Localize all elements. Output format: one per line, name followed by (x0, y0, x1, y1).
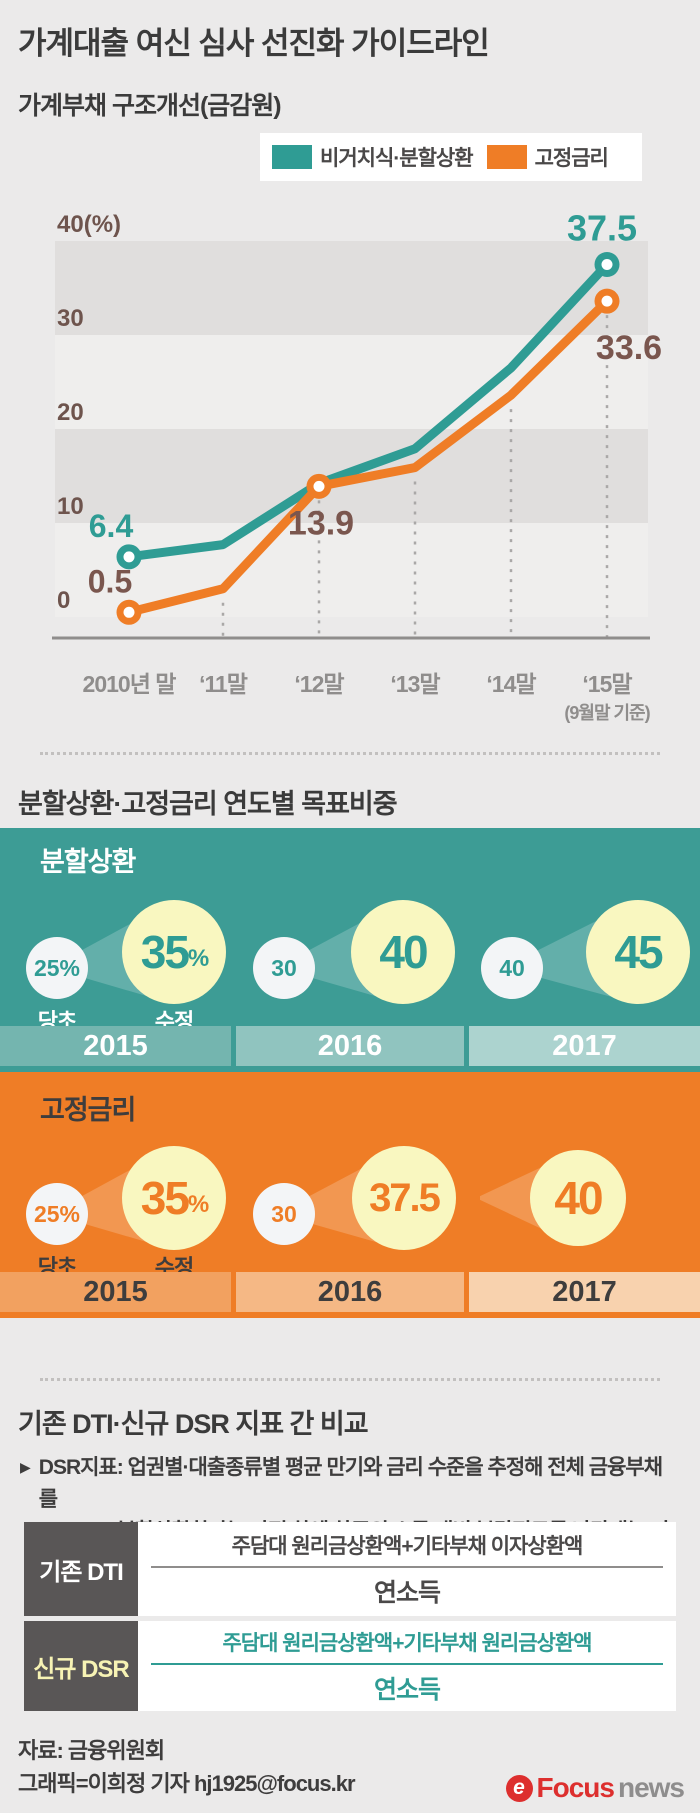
revised-target-circle: 45 (586, 900, 690, 1004)
initial-target-circle: 25% (26, 937, 88, 999)
svg-text:‘12말: ‘12말 (294, 671, 344, 697)
fraction-bar (151, 1662, 663, 1665)
svg-text:30: 30 (57, 305, 84, 332)
line-chart: 40(%) 30 20 10 0 6.4 0.5 13.9 37.5 33.6 2010년 말 ‘11… (0, 175, 700, 735)
initial-target-circle: 25% (26, 1183, 88, 1245)
svg-text:37.5: 37.5 (567, 208, 637, 249)
page-title: 가계대출 여신 심사 선진화 가이드라인 (18, 26, 490, 61)
legend-label: 비거치식·분할상환 (320, 147, 474, 170)
initial-target-circle: 30 (253, 1183, 315, 1245)
revised-target-circle: 35% (122, 1146, 226, 1250)
svg-text:20: 20 (57, 399, 84, 426)
row-label: 신규 DSR (24, 1621, 138, 1711)
panel-installment: 분할상환 25% 35% 30 40 40 45 당초 수정 2015 2016… (0, 828, 700, 1072)
panel-title: 분할상환 (40, 847, 136, 877)
year-segment: 2016 (236, 1026, 464, 1066)
orange-swatch-icon (486, 145, 527, 169)
focus-news-logo: e Focus news (505, 1772, 685, 1804)
section-divider (40, 1378, 660, 1381)
chart-legend: 비거치식·분할상환 고정금리 (260, 133, 642, 181)
chart-title: 가계부채 구조개선(금감원) (18, 92, 282, 120)
logo-brand: Focus (536, 1772, 615, 1803)
row-label: 기존 DTI (24, 1522, 138, 1616)
formula: 주담대 원리금상환액+기타부채 이자상환액 연소득 (138, 1522, 676, 1616)
section-divider (40, 752, 660, 755)
svg-text:(9월말 기준): (9월말 기준) (564, 703, 650, 723)
svg-text:6.4: 6.4 (89, 508, 134, 544)
revised-target-circle: 37.5 (352, 1146, 456, 1250)
revised-target-circle: 40 (530, 1150, 626, 1246)
logo-suffix: news (617, 1772, 685, 1803)
fraction-bar (151, 1565, 663, 1568)
year-segment: 2015 (0, 1272, 231, 1312)
source-text: 자료: 금융위원회 (18, 1738, 165, 1763)
revised-target-circle: 35% (122, 900, 226, 1004)
targets-section-title: 분할상환·고정금리 연도별 목표비중 (18, 789, 398, 819)
svg-text:13.9: 13.9 (288, 504, 354, 542)
svg-text:10: 10 (57, 493, 84, 520)
svg-text:‘15말: ‘15말 (582, 671, 632, 697)
legend-label: 고정금리 (534, 147, 609, 170)
svg-text:‘14말: ‘14말 (486, 671, 536, 697)
year-segment: 2015 (0, 1026, 231, 1066)
table-row-dti: 기존 DTI 주담대 원리금상환액+기타부채 이자상환액 연소득 (24, 1522, 676, 1616)
svg-text:2010년 말: 2010년 말 (83, 671, 177, 697)
svg-text:‘13말: ‘13말 (390, 671, 440, 697)
svg-text:0.5: 0.5 (88, 563, 132, 599)
revised-target-circle: 40 (351, 900, 455, 1004)
formula-denominator: 연소득 (373, 1578, 441, 1607)
focus-logo-icon: e (505, 1774, 533, 1802)
svg-text:‘11말: ‘11말 (199, 671, 248, 697)
comparison-section-title: 기존 DTI·신규 DSR 지표 간 비교 (18, 1409, 369, 1439)
legend-item-fixed-rate: 고정금리 (486, 142, 609, 172)
year-segment: 2017 (469, 1026, 700, 1066)
credit-text: 그래픽=이희정 기자 hj1925@focus.kr (18, 1771, 356, 1796)
panel-title: 고정금리 (40, 1095, 136, 1125)
bullet-arrow-icon: ▶ (20, 1459, 31, 1475)
svg-text:33.6: 33.6 (596, 329, 662, 367)
initial-target-circle: 30 (253, 937, 315, 999)
svg-text:0: 0 (57, 587, 70, 614)
svg-text:40(%): 40(%) (57, 211, 121, 238)
formula-numerator: 주담대 원리금상환액+기타부채 원리금상환액 (222, 1631, 592, 1655)
formula-denominator: 연소득 (373, 1675, 441, 1704)
formula-numerator: 주담대 원리금상환액+기타부채 이자상환액 (231, 1534, 584, 1558)
panel-fixed-rate: 고정금리 25% 35% 30 37.5 40 당초 수정 2015 2016 … (0, 1072, 700, 1318)
table-row-dsr: 신규 DSR 주담대 원리금상환액+기타부채 원리금상환액 연소득 (24, 1621, 676, 1711)
year-segment: 2016 (236, 1272, 464, 1312)
legend-item-installment: 비거치식·분할상환 (272, 142, 474, 172)
formula: 주담대 원리금상환액+기타부채 원리금상환액 연소득 (138, 1621, 676, 1711)
year-segment: 2017 (469, 1272, 700, 1312)
initial-target-circle: 40 (481, 937, 543, 999)
teal-swatch-icon (272, 145, 312, 169)
